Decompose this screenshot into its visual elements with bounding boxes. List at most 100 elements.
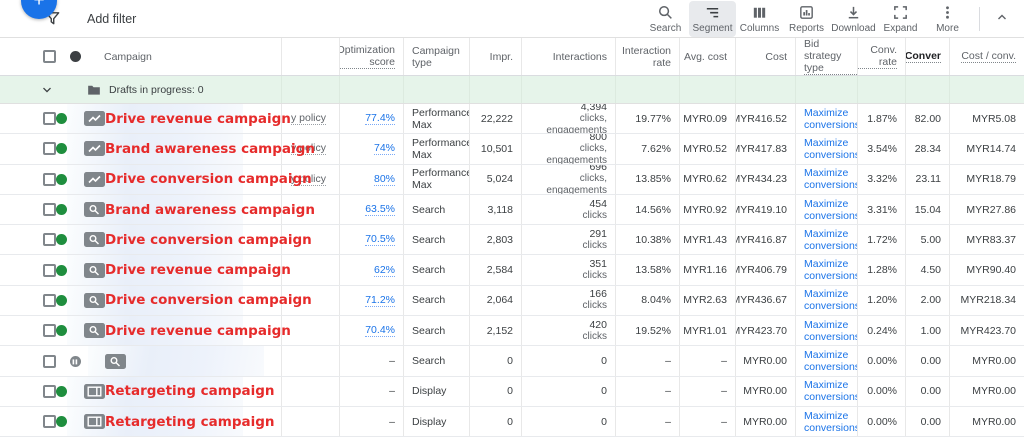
status-cell [282, 346, 340, 376]
header-cost-per-conv[interactable]: Cost / conv. [961, 50, 1016, 63]
collapse-table-button[interactable] [988, 5, 1016, 33]
header-bid-strategy-type[interactable]: Bid strategy type [796, 38, 858, 75]
table-row[interactable]: Retargeting campaign – Display 0 0 – – M… [0, 376, 1024, 407]
row-checkbox[interactable] [43, 142, 56, 156]
header-conv-rate[interactable]: Conv. rate [858, 38, 906, 75]
row-checkbox[interactable] [43, 172, 56, 186]
campaign-status-dot[interactable] [56, 385, 67, 397]
expand-button[interactable]: Expand [877, 1, 924, 37]
avg-cost-cell: MYR0.09 [680, 104, 736, 134]
bid-strategy-link[interactable]: Maximize conversions [804, 167, 858, 192]
bid-strategy-link[interactable]: Maximize conversions [804, 288, 858, 313]
optimization-score-link[interactable]: – [389, 385, 395, 398]
optimization-score-link[interactable]: 63.5% [365, 203, 395, 217]
bid-strategy-link[interactable]: Maximize conversions [804, 197, 858, 222]
cost-cell: MYR419.10 [736, 194, 796, 225]
toolbar-divider [979, 7, 980, 31]
policy-link[interactable]: y policy [291, 142, 327, 156]
campaign-status-dot[interactable] [56, 294, 67, 306]
bid-strategy-link[interactable]: Maximize conversions [804, 349, 858, 374]
campaign-status-dot[interactable] [56, 113, 67, 125]
campaign-status-dot[interactable] [56, 416, 67, 428]
table-row[interactable]: Drive revenue campaign y policy 77.4% Pe… [0, 104, 1024, 135]
table-row[interactable]: Brand awareness campaign y policy 74% Pe… [0, 134, 1024, 165]
campaign-status-dot[interactable] [56, 204, 67, 216]
optimization-score-cell: – [340, 346, 404, 376]
filter-funnel-icon[interactable] [44, 10, 61, 27]
table-row[interactable]: Drive revenue campaign 62% Search 2,584 … [0, 255, 1024, 286]
table-row[interactable]: Drive conversion campaign 70.5% Search 2… [0, 225, 1024, 256]
table-row[interactable]: Drive conversion campaign y policy 80% P… [0, 164, 1024, 195]
optimization-score-link[interactable]: 62% [373, 263, 395, 277]
segment-button[interactable]: Segment [689, 1, 736, 37]
policy-link[interactable]: y policy [291, 112, 327, 126]
row-checkbox[interactable] [43, 233, 56, 247]
status-filter-dot[interactable] [69, 51, 81, 62]
bid-strategy-link[interactable]: Maximize conversions [804, 258, 858, 283]
header-interactions[interactable]: Interactions [522, 38, 616, 75]
row-checkbox[interactable] [43, 324, 56, 338]
chevron-down-icon[interactable] [40, 83, 54, 97]
campaign-status-dot[interactable] [56, 325, 67, 337]
row-checkbox[interactable] [43, 203, 56, 217]
table-row[interactable]: Drive revenue campaign 70.4% Search 2,15… [0, 316, 1024, 347]
bid-strategy-link[interactable]: Maximize conversions [804, 106, 858, 131]
bid-strategy-link[interactable]: Maximize conversions [804, 409, 858, 434]
new-campaign-fab[interactable]: + [21, 0, 57, 19]
header-impressions[interactable]: Impr. [470, 38, 522, 75]
table-row[interactable]: Brand awareness campaign 63.5% Search 3,… [0, 194, 1024, 226]
table-row[interactable]: – Search 0 0 – – MYR0.00 Maximize conver… [0, 346, 1024, 377]
bid-strategy-cell: Maximize conversions [796, 316, 858, 346]
optimization-score-link[interactable]: 71.2% [365, 293, 395, 307]
interactions-cell: 4,394 clicks, engagements [522, 104, 616, 134]
select-all-checkbox[interactable] [43, 50, 56, 63]
header-campaign-type[interactable]: Campaign type [404, 38, 470, 75]
optimization-score-link[interactable]: – [389, 415, 395, 428]
header-interaction-rate[interactable]: Interaction rate [616, 38, 680, 75]
reports-button[interactable]: Reports [783, 1, 830, 37]
row-checkbox[interactable] [43, 293, 56, 307]
optimization-score-link[interactable]: – [389, 355, 395, 368]
row-checkbox[interactable] [43, 354, 56, 368]
avg-cost-cell: – [680, 346, 736, 376]
row-checkbox[interactable] [43, 384, 56, 398]
drafts-label[interactable]: Drafts in progress: 0 [109, 83, 204, 96]
optimization-score-link[interactable]: 77.4% [365, 112, 395, 126]
display-campaign-icon [84, 383, 105, 399]
table-row[interactable]: Retargeting campaign – Display 0 0 – – M… [0, 406, 1024, 437]
bid-strategy-link[interactable]: Maximize conversions [804, 379, 858, 404]
optimization-score-link[interactable]: 70.5% [365, 233, 395, 247]
campaign-type-cell: Display [404, 376, 470, 406]
optimization-score-link[interactable]: 74% [373, 142, 395, 156]
header-avg-cost[interactable]: Avg. cost [680, 38, 736, 75]
more-button[interactable]: More [924, 1, 971, 37]
row-checkbox[interactable] [43, 415, 56, 429]
interaction-rate-cell: – [616, 376, 680, 406]
policy-link[interactable]: y policy [291, 172, 327, 186]
bid-strategy-link[interactable]: Maximize conversions [804, 318, 858, 343]
search-button[interactable]: Search [642, 1, 689, 37]
bid-strategy-link[interactable]: Maximize conversions [804, 227, 858, 252]
campaign-status-dot[interactable] [69, 355, 81, 367]
campaign-column-label[interactable]: Campaign [104, 50, 152, 63]
bid-strategy-link[interactable]: Maximize conversions [804, 136, 858, 161]
table-row[interactable]: Drive conversion campaign 71.2% Search 2… [0, 285, 1024, 317]
header-cost[interactable]: Cost [736, 38, 796, 75]
row-checkbox[interactable] [43, 112, 56, 126]
campaign-status-dot[interactable] [56, 264, 67, 276]
conv-rate-cell: 1.20% [858, 285, 906, 316]
download-button[interactable]: Download [830, 1, 877, 37]
impressions-cell: 0 [470, 406, 522, 437]
optimization-score-link[interactable]: 80% [373, 172, 395, 186]
columns-button[interactable]: Columns [736, 1, 783, 37]
campaign-status-dot[interactable] [56, 143, 67, 155]
row-checkbox[interactable] [43, 263, 56, 277]
interactions-cell: 291 clicks [522, 225, 616, 255]
add-filter-button[interactable]: Add filter [87, 11, 137, 26]
optimization-score-link[interactable]: 70.4% [365, 324, 395, 338]
campaign-status-dot[interactable] [56, 173, 67, 185]
header-conversions-sorted[interactable]: ↓Conver [906, 38, 950, 75]
campaign-status-dot[interactable] [56, 234, 67, 246]
header-optimization-score[interactable]: Optimization score [340, 38, 404, 75]
